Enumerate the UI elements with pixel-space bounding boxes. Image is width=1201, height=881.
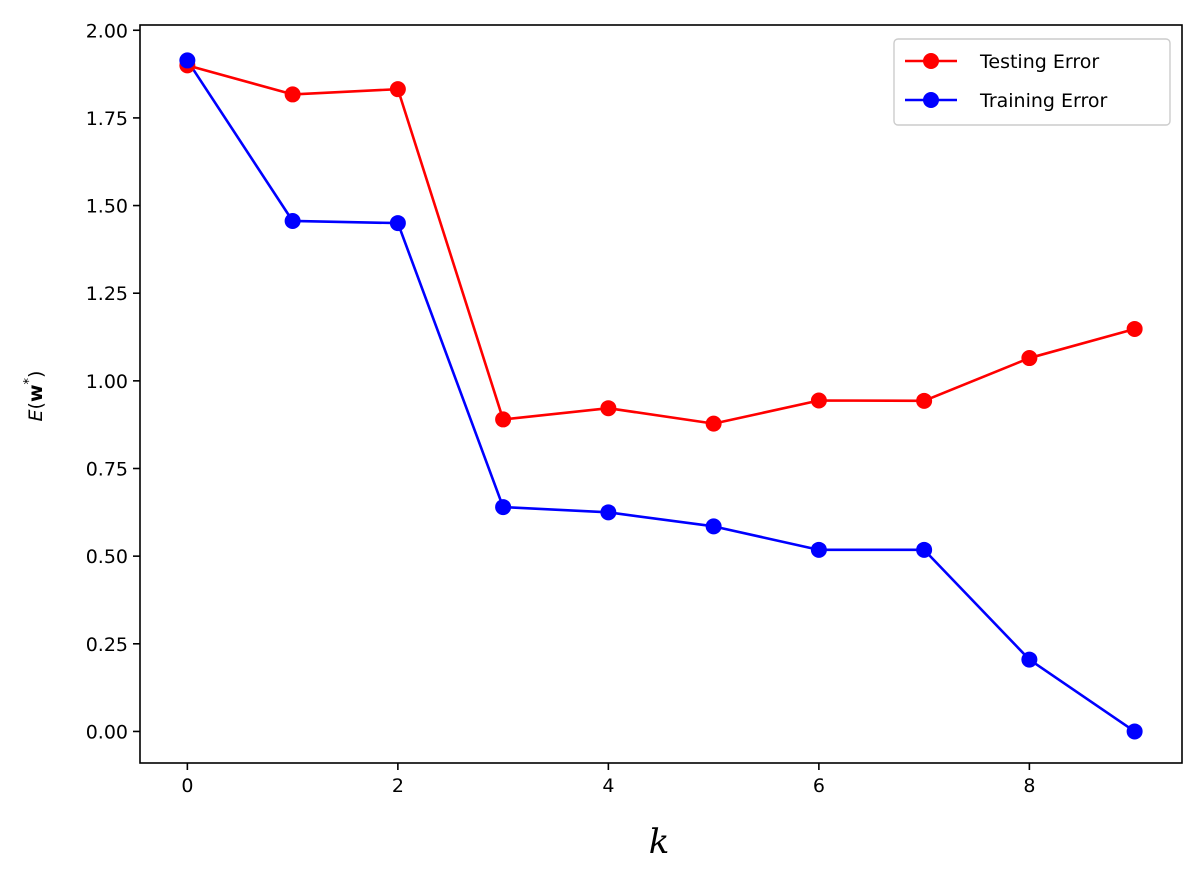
data-point-s0-2 bbox=[389, 81, 406, 98]
legend-marker-1 bbox=[923, 92, 939, 108]
data-point-s0-9 bbox=[1126, 320, 1143, 337]
y-tick-label: 2.00 bbox=[86, 20, 128, 42]
series-line-0 bbox=[187, 64, 1135, 425]
y-tick-label: 0.75 bbox=[86, 459, 128, 481]
y-axis-label-symbol: E bbox=[25, 409, 47, 421]
x-tick-label: 0 bbox=[181, 775, 193, 797]
legend-marker-0 bbox=[923, 53, 939, 69]
data-point-s1-5 bbox=[705, 518, 722, 535]
y-axis-label-open: ( bbox=[25, 402, 47, 409]
y-tick-label: 1.75 bbox=[86, 108, 128, 130]
data-point-s1-0 bbox=[179, 52, 196, 69]
data-point-s1-7 bbox=[916, 541, 933, 558]
data-point-s1-6 bbox=[810, 541, 827, 558]
y-tick-label: 1.25 bbox=[86, 283, 128, 305]
data-point-s1-9 bbox=[1126, 723, 1143, 740]
y-tick-label: 1.50 bbox=[86, 196, 128, 218]
axes-frame bbox=[139, 24, 1183, 764]
y-tick-label: 0.00 bbox=[86, 721, 128, 743]
y-axis-label-superscript: * bbox=[22, 377, 37, 384]
legend-label-0: Testing Error bbox=[979, 51, 1099, 73]
y-tick-label: 0.50 bbox=[86, 546, 128, 568]
series-line-1 bbox=[186, 59, 1136, 733]
plot-area bbox=[179, 52, 1143, 740]
x-tick-label: 8 bbox=[1023, 775, 1035, 797]
data-point-s0-3 bbox=[495, 411, 512, 428]
data-point-s1-2 bbox=[389, 215, 406, 232]
data-point-s1-8 bbox=[1021, 651, 1038, 668]
y-tick-label: 0.25 bbox=[86, 634, 128, 656]
data-point-s1-3 bbox=[495, 499, 512, 516]
x-tick-label: 2 bbox=[392, 775, 404, 797]
x-tick-label: 4 bbox=[602, 775, 614, 797]
x-axis-label: k bbox=[649, 822, 670, 862]
legend: Testing Error Training Error bbox=[893, 38, 1171, 126]
data-point-s0-8 bbox=[1021, 350, 1038, 367]
legend-box bbox=[893, 38, 1171, 126]
data-point-s0-1 bbox=[284, 86, 301, 103]
data-point-s0-7 bbox=[916, 392, 933, 409]
y-axis-label-close: ) bbox=[25, 371, 47, 378]
legend-label-1: Training Error bbox=[979, 90, 1108, 112]
y-axis-label-vector: w bbox=[25, 384, 47, 402]
data-point-s1-1 bbox=[284, 212, 301, 229]
y-tick-label: 1.00 bbox=[86, 371, 128, 393]
data-point-s0-6 bbox=[810, 392, 827, 409]
data-point-s1-4 bbox=[600, 504, 617, 521]
data-point-s0-4 bbox=[600, 400, 617, 417]
y-axis-label: E(w*) bbox=[22, 371, 47, 422]
axes: 0 2 4 6 8 0.00 0.25 0.50 0.75 1.00 1.25 1.50 1.75 2.0… bbox=[86, 20, 1183, 797]
x-tick-label: 6 bbox=[813, 775, 825, 797]
data-point-s0-5 bbox=[705, 415, 722, 432]
